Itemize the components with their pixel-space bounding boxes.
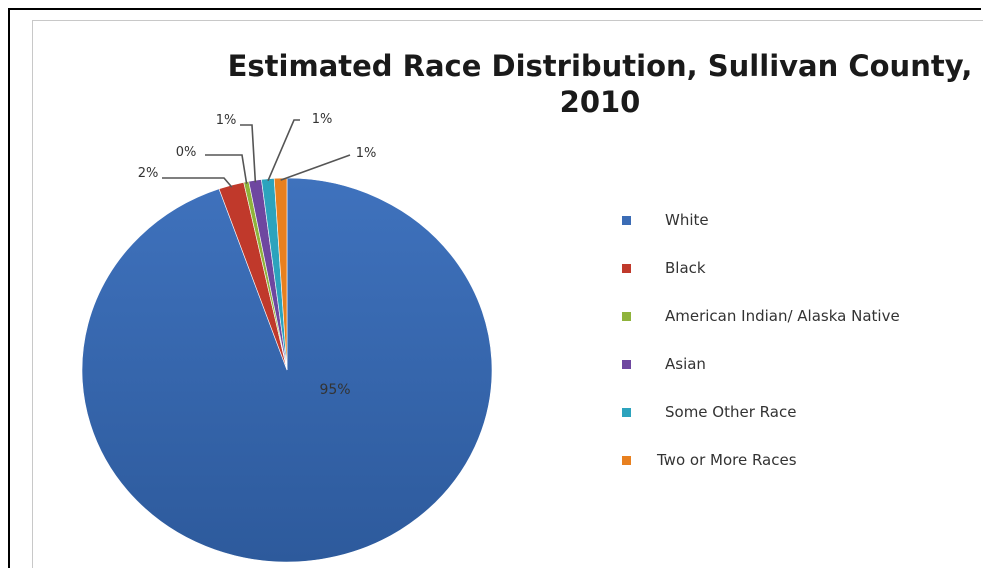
- data-label-american-indian: 0%: [176, 145, 197, 160]
- legend-label-american-indian: American Indian/ Alaska Native: [665, 307, 900, 325]
- outer-frame: [8, 8, 981, 568]
- legend-swatch-american-indian: [622, 311, 631, 321]
- legend: White Black American Indian/ Alaska Nati…: [622, 196, 900, 484]
- legend-item-white: White: [622, 196, 900, 244]
- chart-area: [32, 20, 983, 568]
- legend-label-some-other-race: Some Other Race: [665, 403, 797, 421]
- leader-line-american-indian: [205, 154, 248, 184]
- leader-line-two-or-more-races: [280, 154, 351, 181]
- data-label-black: 2%: [138, 166, 159, 181]
- leader-lines: [162, 119, 351, 188]
- legend-swatch-asian: [622, 359, 631, 369]
- chart-title-line-2: 2010: [559, 85, 641, 119]
- data-label-asian: 1%: [216, 113, 237, 128]
- legend-item-some-other-race: Some Other Race: [622, 388, 900, 436]
- data-label-white: 95%: [319, 382, 350, 398]
- legend-item-two-or-more-races: Two or More Races: [622, 436, 900, 484]
- legend-item-black: Black: [622, 244, 900, 292]
- legend-item-asian: Asian: [622, 340, 900, 388]
- leader-line-asian: [240, 124, 257, 183]
- data-label-some-other-race: 1%: [312, 112, 333, 127]
- legend-swatch-white: [622, 215, 631, 225]
- pie-slices: [81, 177, 493, 563]
- data-label-two-or-more-races: 1%: [356, 146, 377, 161]
- legend-swatch-some-other-race: [622, 407, 631, 417]
- leader-line-black: [162, 177, 233, 188]
- data-labels: 95% 2% 0% 1% 1% 1%: [138, 112, 377, 398]
- legend-swatch-black: [622, 263, 631, 273]
- chart-title: Estimated Race Distribution, Sullivan Co…: [150, 48, 983, 120]
- legend-swatch-two-or-more-races: [622, 455, 631, 465]
- legend-label-white: White: [665, 211, 709, 229]
- legend-label-two-or-more-races: Two or More Races: [657, 451, 797, 469]
- legend-item-american-indian: American Indian/ Alaska Native: [622, 292, 900, 340]
- legend-label-black: Black: [665, 259, 706, 277]
- legend-label-asian: Asian: [665, 355, 706, 373]
- chart-title-line-1: Estimated Race Distribution, Sullivan Co…: [227, 49, 973, 83]
- leader-line-some-other-race: [267, 119, 300, 182]
